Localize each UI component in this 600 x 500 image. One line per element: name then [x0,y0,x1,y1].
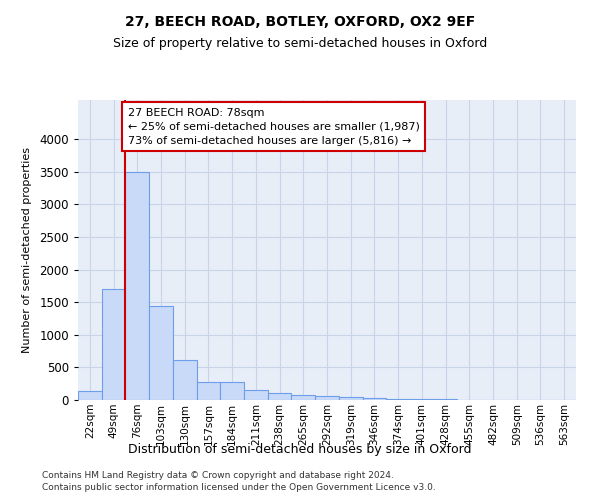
Text: Size of property relative to semi-detached houses in Oxford: Size of property relative to semi-detach… [113,38,487,51]
Text: Contains public sector information licensed under the Open Government Licence v3: Contains public sector information licen… [42,484,436,492]
Bar [78,391,102,400]
Bar [339,397,362,400]
Bar [386,399,410,400]
Bar [125,172,149,400]
Bar [220,382,244,400]
Bar [268,394,292,400]
Bar [173,360,197,400]
Text: Distribution of semi-detached houses by size in Oxford: Distribution of semi-detached houses by … [128,442,472,456]
Bar [244,390,268,400]
Bar [149,306,173,400]
Text: Contains HM Land Registry data © Crown copyright and database right 2024.: Contains HM Land Registry data © Crown c… [42,471,394,480]
Text: 27 BEECH ROAD: 78sqm
← 25% of semi-detached houses are smaller (1,987)
73% of se: 27 BEECH ROAD: 78sqm ← 25% of semi-detac… [128,108,419,146]
Bar [315,396,339,400]
Bar [102,289,125,400]
Bar [292,395,315,400]
Y-axis label: Number of semi-detached properties: Number of semi-detached properties [22,147,32,353]
Bar [197,382,220,400]
Bar [362,398,386,400]
Text: 27, BEECH ROAD, BOTLEY, OXFORD, OX2 9EF: 27, BEECH ROAD, BOTLEY, OXFORD, OX2 9EF [125,15,475,29]
